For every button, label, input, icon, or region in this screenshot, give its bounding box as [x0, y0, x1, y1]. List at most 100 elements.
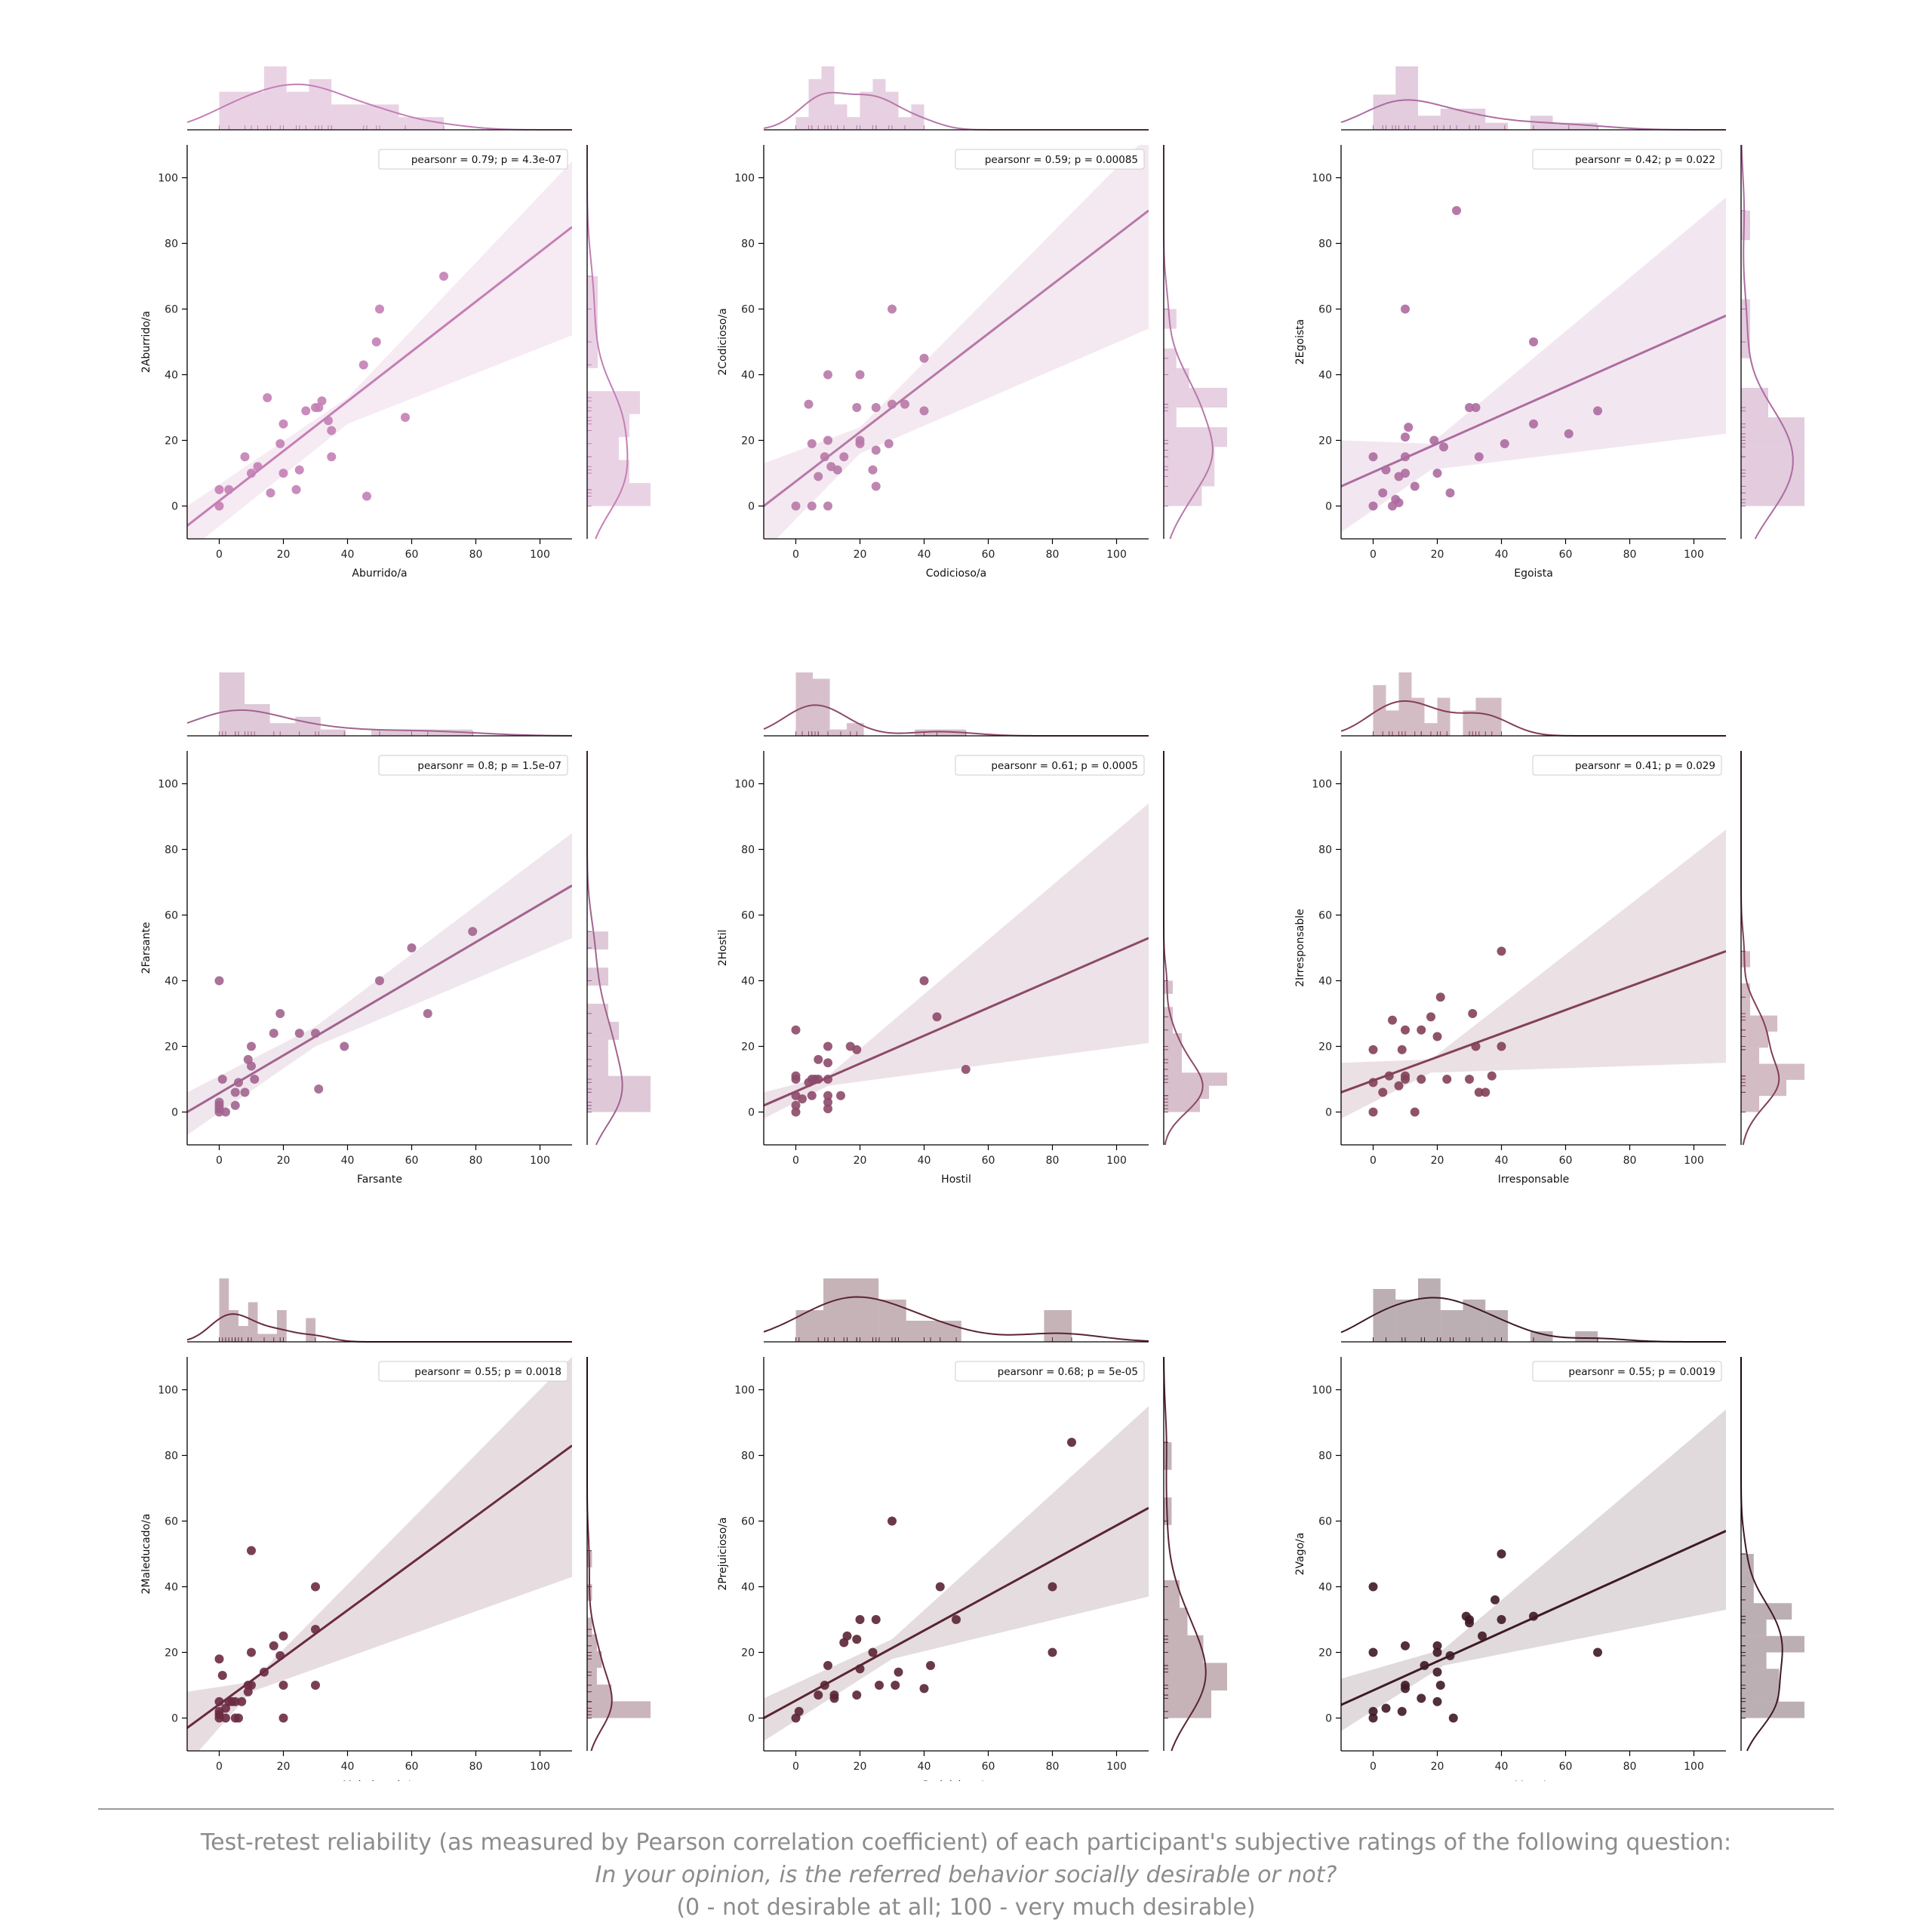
data-point [1593, 406, 1602, 416]
x-tick-label: 60 [982, 1155, 995, 1167]
data-point [269, 1029, 278, 1038]
x-tick-label: 100 [1106, 1761, 1127, 1773]
data-point [237, 1697, 247, 1706]
right-histogram-bar [1164, 1046, 1182, 1060]
right-histogram-bar [587, 321, 598, 346]
y-tick-label: 0 [748, 501, 755, 513]
data-point [1497, 946, 1506, 956]
x-axis-label: Hostil [941, 1174, 971, 1186]
right-histogram-bar [587, 391, 640, 414]
data-point [1401, 1641, 1410, 1651]
right-histogram-bar [1741, 1620, 1767, 1636]
data-point [1368, 452, 1378, 462]
data-point [855, 1664, 865, 1674]
top-histogram-bar [1575, 1331, 1598, 1342]
data-point [807, 1091, 817, 1100]
top-histogram-bar [878, 1300, 906, 1342]
top-histogram-bar [219, 672, 245, 736]
right-histogram-bar [1741, 1701, 1804, 1718]
data-point [1397, 1044, 1407, 1054]
data-point [234, 1713, 243, 1723]
data-point [214, 976, 224, 986]
y-tick-label: 60 [165, 304, 178, 316]
x-tick-label: 20 [1431, 1761, 1444, 1773]
right-histogram-bar [1164, 1663, 1227, 1690]
x-tick-label: 40 [918, 1761, 931, 1773]
data-point [1432, 1641, 1442, 1651]
y-tick-label: 20 [165, 435, 178, 448]
right-histogram-bar [587, 1057, 608, 1076]
data-point [855, 438, 865, 448]
x-tick-label: 80 [1623, 1761, 1637, 1773]
x-tick-label: 0 [792, 549, 799, 561]
data-point [1394, 498, 1404, 508]
y-tick-label: 80 [165, 238, 178, 251]
top-histogram-bar [1398, 672, 1412, 736]
pearson-legend-box [955, 149, 1145, 170]
top-histogram-bar [229, 1310, 238, 1342]
data-point [230, 1100, 240, 1110]
data-point [1378, 1088, 1388, 1097]
right-histogram-bar [587, 299, 598, 322]
data-point [1529, 1611, 1538, 1621]
data-point [791, 501, 801, 511]
top-histogram-bar [1440, 1310, 1463, 1342]
x-tick-label: 80 [469, 549, 483, 561]
top-histogram-bar [1437, 697, 1451, 736]
y-axis-label: 2Hostil [717, 930, 729, 967]
data-point [1368, 1582, 1378, 1592]
data-point [214, 1697, 224, 1706]
data-point [1432, 1697, 1442, 1706]
data-point [952, 1615, 961, 1624]
caption-line-1: Test-retest reliability (as measured by … [200, 1829, 1732, 1856]
data-point [1564, 429, 1574, 438]
y-tick-label: 60 [741, 1516, 755, 1528]
data-point [894, 1667, 903, 1677]
data-point [807, 501, 817, 511]
y-axis-label: 2Codicioso/a [717, 308, 729, 375]
y-tick-label: 0 [1325, 1713, 1332, 1725]
data-point [1368, 1078, 1378, 1088]
data-point [1368, 1044, 1378, 1054]
pearson-legend-box [1532, 755, 1722, 776]
right-histogram-bar [587, 1634, 597, 1651]
data-point [407, 943, 417, 952]
y-tick-label: 40 [741, 1582, 755, 1594]
data-point [1368, 1713, 1378, 1723]
data-point [823, 1660, 832, 1670]
right-histogram-bar [587, 460, 629, 484]
joint-plot-2: 0 20 40 60 80 100 0 20 40 60 80 100 Codicioso/a 2Codi… [717, 66, 1227, 580]
regression-line [1341, 949, 1726, 1094]
x-axis-label: Irresponsable [1498, 1174, 1570, 1186]
y-tick-label: 60 [741, 304, 755, 316]
right-histogram-bar [1741, 999, 1750, 1016]
x-tick-label: 0 [216, 549, 223, 561]
data-point [1401, 1025, 1410, 1035]
data-point [224, 485, 234, 494]
joint-plot-9: 0 20 40 60 80 100 0 20 40 60 80 100 Vago/a 2Vago/a pea… [1294, 1278, 1804, 1781]
top-histogram-bar [331, 104, 354, 130]
data-point [266, 488, 275, 498]
regression-line [187, 226, 572, 527]
right-histogram-bar [1164, 1099, 1200, 1112]
top-histogram-bar [398, 117, 422, 130]
y-tick-label: 40 [741, 370, 755, 382]
data-point [1478, 1631, 1487, 1641]
data-point [852, 1635, 862, 1644]
y-tick-label: 20 [1318, 435, 1332, 448]
x-axis-label: Egoista [1514, 568, 1553, 580]
y-tick-label: 100 [1312, 1385, 1332, 1397]
y-tick-label: 100 [734, 173, 755, 185]
x-tick-label: 80 [1046, 549, 1060, 561]
joint-plot-8: 0 20 40 60 80 100 0 20 40 60 80 100 Prejuicioso/a 2Pr… [717, 1278, 1227, 1781]
data-point [1529, 419, 1538, 429]
x-tick-label: 80 [1623, 549, 1637, 561]
right-histogram-bar [1164, 408, 1177, 428]
x-tick-label: 60 [405, 1761, 419, 1773]
x-axis-label: Prejuicioso/a [923, 1780, 989, 1781]
pearson-annotation: pearsonr = 0.79; p = 4.3e-07 [411, 154, 561, 166]
right-histogram-bar [1741, 299, 1750, 329]
data-point [311, 1582, 320, 1592]
data-point [1417, 1075, 1426, 1084]
x-tick-label: 20 [277, 1761, 291, 1773]
